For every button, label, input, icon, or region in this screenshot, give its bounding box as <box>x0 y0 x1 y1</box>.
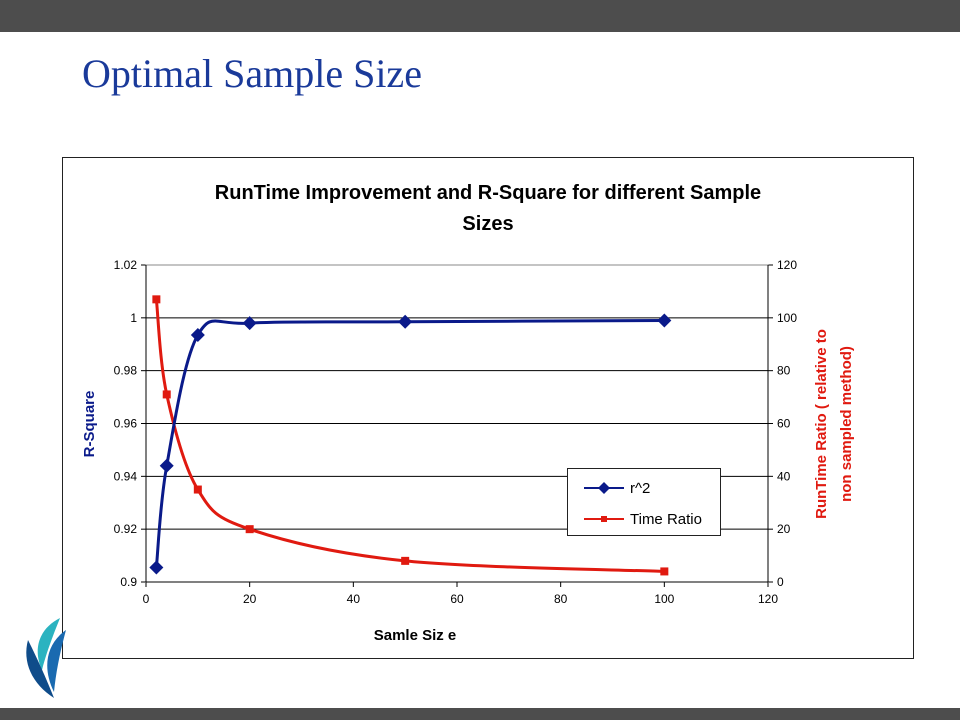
data-point-r2 <box>149 560 164 575</box>
y-right-tick-label: 80 <box>777 364 791 378</box>
legend-label-time-ratio: Time Ratio <box>630 510 702 528</box>
legend-item-r2: r^2 <box>582 478 650 498</box>
y-left-tick-label: 0.9 <box>120 575 137 589</box>
legend-item-time-ratio: Time Ratio <box>582 509 702 529</box>
x-tick-label: 20 <box>243 592 257 606</box>
slide-title: Optimal Sample Size <box>82 51 422 96</box>
y-left-tick-label: 0.92 <box>114 522 138 536</box>
legend-label-r2: r^2 <box>630 479 651 497</box>
data-point-time-ratio <box>162 390 171 399</box>
top-bar <box>0 0 960 32</box>
data-point-time-ratio <box>660 567 669 576</box>
y-left-axis-label: R-Square <box>81 391 98 458</box>
data-point-time-ratio <box>245 525 254 534</box>
data-point-r2 <box>398 314 413 329</box>
chart-legend: r^2 Time Ratio <box>567 468 721 536</box>
data-point-r2 <box>190 328 205 343</box>
data-point-time-ratio <box>152 295 161 304</box>
y-right-tick-label: 100 <box>777 311 797 325</box>
x-tick-label: 0 <box>143 592 150 606</box>
y-left-tick-label: 0.96 <box>114 417 138 431</box>
y-right-tick-label: 120 <box>777 258 797 272</box>
x-tick-label: 120 <box>758 592 778 606</box>
legend-square-marker <box>584 516 624 522</box>
data-point-time-ratio <box>193 485 202 494</box>
chart-area: RunTime Improvement and R-Square for dif… <box>62 157 914 659</box>
y-right-tick-label: 40 <box>777 469 791 483</box>
chart-title-line: Sizes <box>462 213 513 235</box>
y-right-tick-label: 0 <box>777 575 784 589</box>
y-left-tick-label: 0.98 <box>114 364 138 378</box>
chart-title-line: RunTime Improvement and R-Square for dif… <box>215 182 761 204</box>
chart-svg: RunTime Improvement and R-Square for dif… <box>81 182 855 644</box>
company-logo-icon <box>26 618 66 698</box>
x-axis-label: Samle Siz e <box>374 627 457 644</box>
data-point-r2 <box>657 313 672 328</box>
y-right-tick-label: 60 <box>777 417 791 431</box>
legend-diamond-marker <box>584 482 624 494</box>
y-right-axis-label-line: non sampled method) <box>838 346 855 502</box>
y-left-tick-label: 1 <box>130 311 137 325</box>
y-right-tick-label: 20 <box>777 522 791 536</box>
data-point-r2 <box>159 458 174 473</box>
y-right-axis-label-line: RunTime Ratio ( relative to <box>813 329 830 519</box>
data-point-r2 <box>242 316 257 331</box>
y-left-tick-label: 0.94 <box>114 469 138 483</box>
y-left-tick-label: 1.02 <box>114 258 138 272</box>
bottom-bar <box>0 708 960 720</box>
data-point-time-ratio <box>401 556 410 565</box>
x-tick-label: 80 <box>554 592 568 606</box>
x-tick-label: 100 <box>654 592 674 606</box>
x-tick-label: 60 <box>450 592 464 606</box>
x-tick-label: 40 <box>347 592 361 606</box>
